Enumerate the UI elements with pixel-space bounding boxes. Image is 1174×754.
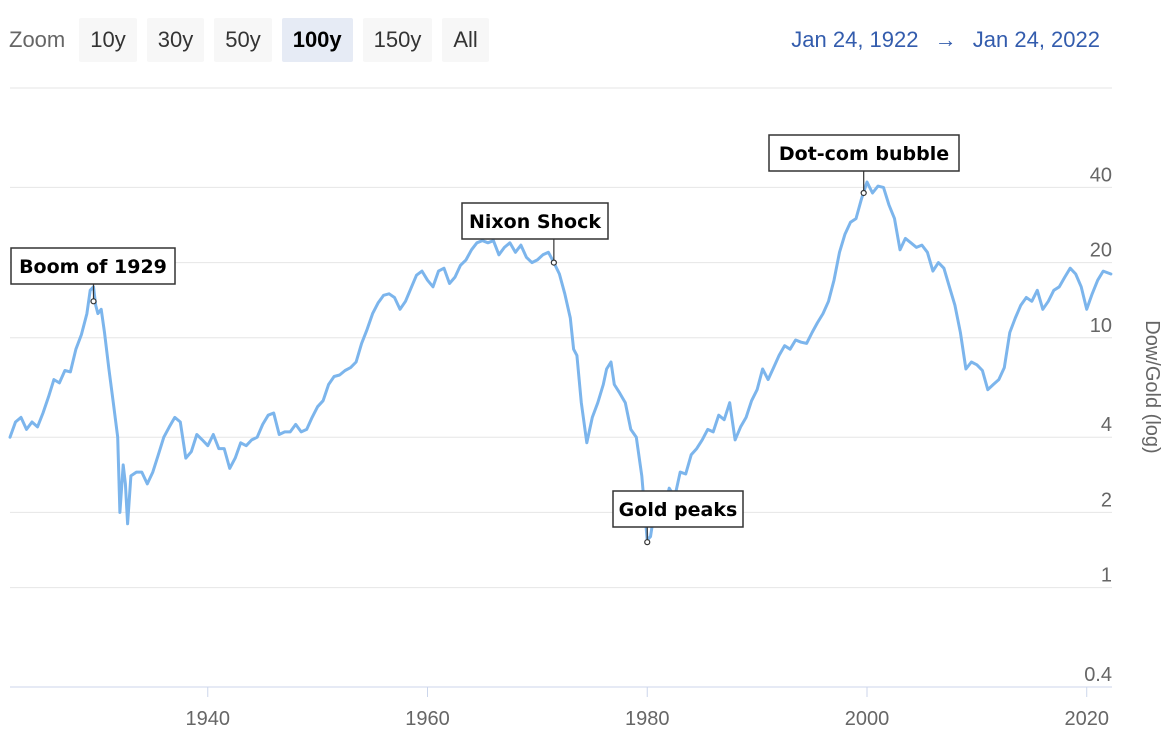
zoom-selector: Zoom 10y 30y 50y 100y 150y All <box>0 18 499 62</box>
y-tick-label: 1 <box>1101 565 1112 587</box>
y-tick-label: 40 <box>1090 164 1112 186</box>
zoom-button-30y[interactable]: 30y <box>146 18 205 62</box>
annotation-point[interactable] <box>860 189 867 197</box>
x-tick-label: 2020 <box>1064 708 1109 730</box>
annotation-point[interactable] <box>644 539 651 546</box>
range-to[interactable]: Jan 24, 2022 <box>972 27 1100 52</box>
x-tick-label: 1980 <box>625 708 670 730</box>
x-tick-label: 1940 <box>186 708 231 730</box>
zoom-button-all[interactable]: All <box>442 18 489 62</box>
y-tick-label: 4 <box>1101 414 1112 436</box>
range-from[interactable]: Jan 24, 1922 <box>791 27 919 52</box>
annotation-box <box>10 247 176 285</box>
annotation-box <box>461 202 609 240</box>
zoom-button-150y[interactable]: 150y <box>362 18 433 62</box>
zoom-button-50y[interactable]: 50y <box>214 18 272 62</box>
annotation-box <box>768 134 960 172</box>
annotation-point[interactable] <box>90 298 97 305</box>
zoom-button-10y[interactable]: 10y <box>79 18 137 62</box>
y-tick-label: 10 <box>1090 315 1112 337</box>
x-tick-label: 1960 <box>405 708 450 730</box>
annotation-label: Nixon Shock <box>469 211 601 233</box>
y-tick-label: 2 <box>1101 489 1112 511</box>
zoom-label: Zoom <box>9 27 66 52</box>
annotation-label: Boom of 1929 <box>19 256 167 278</box>
y-axis-title: Dow/Gold (log) <box>1141 320 1163 453</box>
annotation-box <box>612 490 744 528</box>
date-range-display: Jan 24, 1922 → Jan 24, 2022 <box>791 18 1100 62</box>
annotation-point[interactable] <box>550 259 557 266</box>
range-arrow-icon: → <box>934 27 957 52</box>
x-tick-label: 2000 <box>845 708 890 730</box>
y-tick-label: 20 <box>1090 240 1112 262</box>
y-tick-label: 0.4 <box>1084 664 1112 686</box>
annotation-label: Dot-com bubble <box>779 143 949 165</box>
zoom-button-100y[interactable]: 100y <box>281 18 353 62</box>
annotation-label: Gold peaks <box>619 499 738 521</box>
